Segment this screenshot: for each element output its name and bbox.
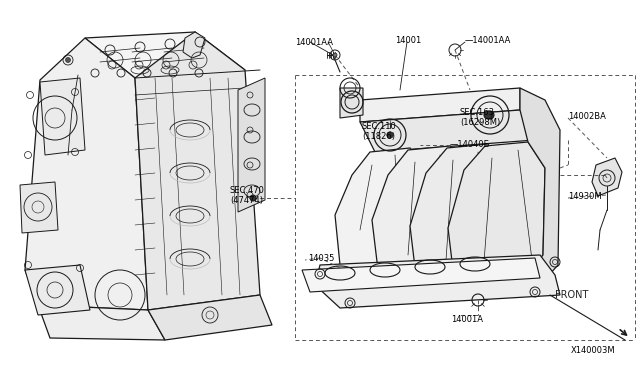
Circle shape — [65, 58, 70, 62]
Circle shape — [387, 132, 393, 138]
Text: 14001A: 14001A — [451, 315, 483, 324]
Text: (11826): (11826) — [362, 132, 395, 141]
Polygon shape — [85, 32, 245, 78]
Circle shape — [486, 111, 494, 119]
Polygon shape — [183, 32, 205, 58]
Polygon shape — [148, 295, 272, 340]
Polygon shape — [520, 88, 560, 285]
Circle shape — [250, 195, 256, 201]
Text: FRONT: FRONT — [555, 290, 588, 300]
Circle shape — [484, 111, 492, 119]
Polygon shape — [315, 255, 560, 308]
Circle shape — [333, 53, 337, 57]
Polygon shape — [40, 78, 85, 155]
Polygon shape — [410, 144, 506, 288]
Text: 14001: 14001 — [395, 36, 421, 45]
Polygon shape — [25, 38, 148, 310]
Circle shape — [387, 132, 393, 138]
Text: 14035: 14035 — [308, 254, 334, 263]
Text: SEC.163: SEC.163 — [460, 108, 495, 117]
Text: X140003M: X140003M — [571, 346, 616, 355]
Polygon shape — [238, 78, 265, 212]
Text: SEC.470: SEC.470 — [230, 186, 265, 195]
Polygon shape — [372, 146, 468, 282]
Text: (47474): (47474) — [230, 196, 263, 205]
Polygon shape — [360, 88, 520, 122]
Polygon shape — [135, 32, 260, 310]
Text: 14930M: 14930M — [568, 192, 602, 201]
Text: 14002BA: 14002BA — [568, 112, 606, 121]
Text: 14001AA: 14001AA — [295, 38, 333, 47]
Polygon shape — [38, 305, 165, 340]
Polygon shape — [335, 148, 430, 278]
Text: SEC.110: SEC.110 — [362, 122, 397, 131]
Text: —14040E: —14040E — [450, 140, 490, 149]
Polygon shape — [340, 88, 363, 118]
Polygon shape — [592, 158, 622, 196]
Polygon shape — [360, 110, 535, 152]
Polygon shape — [302, 258, 540, 292]
Text: (16298M): (16298M) — [460, 118, 500, 127]
Polygon shape — [25, 265, 90, 315]
Text: —14001AA: —14001AA — [465, 36, 511, 45]
Polygon shape — [448, 142, 545, 290]
Polygon shape — [20, 182, 58, 233]
